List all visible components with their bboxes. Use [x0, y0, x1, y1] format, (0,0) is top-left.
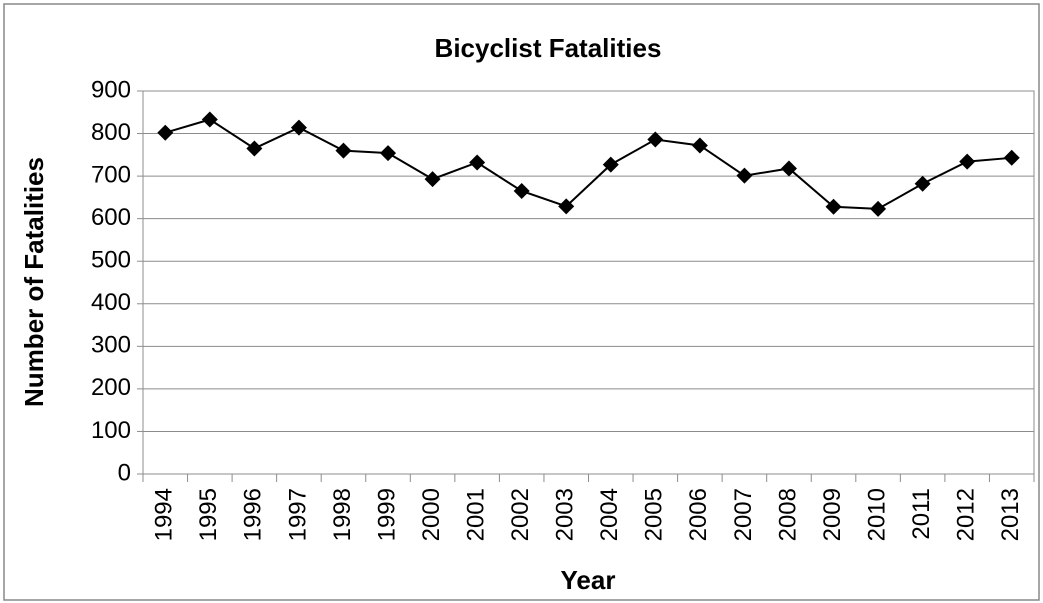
marker	[870, 200, 887, 217]
y-tick-label: 800	[91, 119, 131, 146]
x-tick-label: 2006	[685, 488, 712, 541]
x-tick-label: 1997	[284, 488, 311, 541]
x-tick-label: 2005	[641, 488, 668, 541]
marker	[736, 167, 753, 184]
x-tick-label: 1996	[240, 488, 267, 541]
y-tick-label: 600	[91, 204, 131, 231]
x-tick-label: 2009	[819, 488, 846, 541]
x-tick-label: 2013	[997, 488, 1024, 541]
marker	[914, 175, 931, 192]
marker	[647, 131, 664, 148]
marker	[380, 145, 397, 162]
x-axis-label: Year	[561, 565, 616, 595]
marker	[469, 154, 486, 171]
x-tick-label: 1998	[329, 488, 356, 541]
marker	[246, 140, 263, 157]
x-tick-label: 2010	[863, 488, 890, 541]
x-tick-label: 2003	[552, 488, 579, 541]
marker	[201, 111, 218, 128]
x-tick-label: 2002	[507, 488, 534, 541]
y-tick-label: 300	[91, 332, 131, 359]
marker	[691, 137, 708, 154]
y-tick-label: 0	[118, 459, 131, 486]
chart-border	[3, 3, 1040, 601]
y-tick-label: 900	[91, 76, 131, 103]
x-tick-label: 2004	[596, 488, 623, 541]
x-tick-label: 2007	[730, 488, 757, 541]
marker	[424, 171, 441, 188]
chart-title: Bicyclist Fatalities	[435, 33, 662, 63]
marker	[825, 198, 842, 215]
marker	[959, 153, 976, 170]
marker	[335, 142, 352, 159]
marker	[290, 119, 307, 136]
marker	[602, 156, 619, 173]
x-tick-label: 2012	[953, 488, 980, 541]
marker	[558, 198, 575, 215]
x-tick-label: 2011	[908, 488, 935, 540]
x-tick-label: 1999	[373, 488, 400, 541]
x-tick-label: 2000	[418, 488, 445, 541]
y-tick-label: 200	[91, 374, 131, 401]
marker	[157, 124, 174, 141]
y-tick-label: 400	[91, 289, 131, 316]
marker	[1003, 149, 1020, 166]
y-tick-label: 100	[91, 417, 131, 444]
y-axis-label: Number of Fatalities	[19, 157, 49, 407]
marker	[780, 160, 797, 177]
x-tick-label: 2001	[462, 488, 489, 541]
x-tick-label: 1995	[195, 488, 222, 541]
x-tick-label: 2008	[774, 488, 801, 541]
y-tick-label: 700	[91, 161, 131, 188]
marker	[513, 183, 530, 200]
x-tick-label: 1994	[151, 488, 178, 541]
y-tick-label: 500	[91, 247, 131, 274]
